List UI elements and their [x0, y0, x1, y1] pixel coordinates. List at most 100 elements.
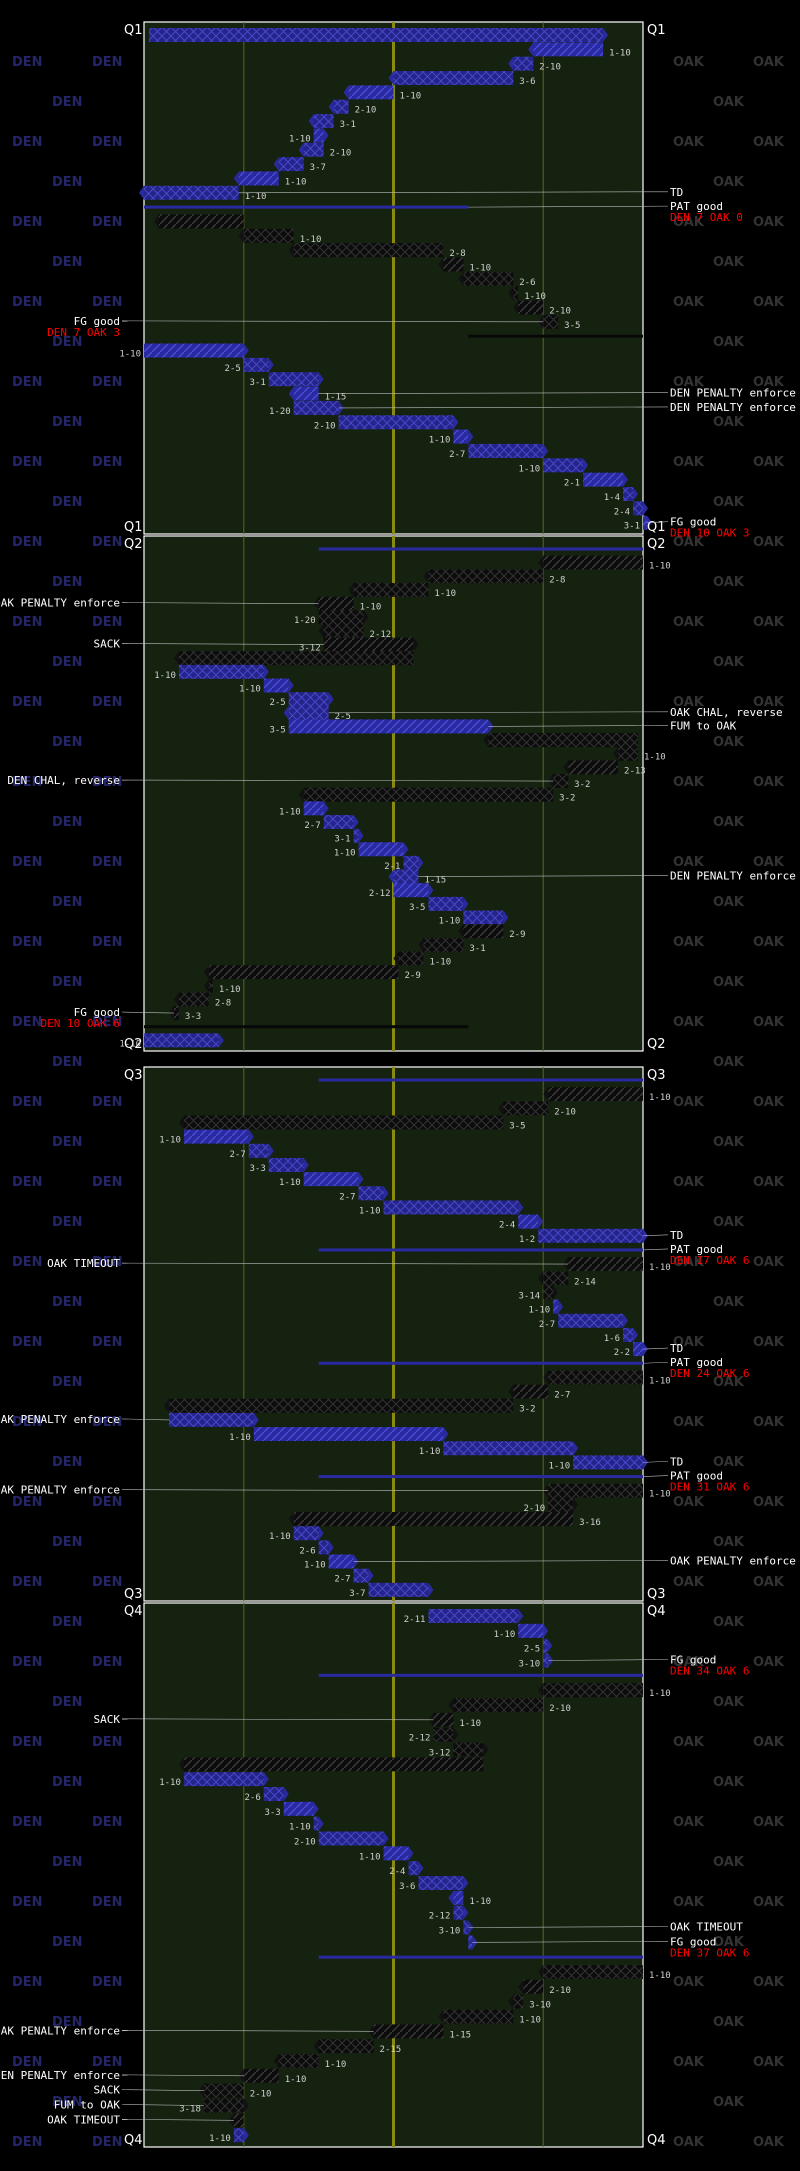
team-watermark: OAK	[713, 415, 745, 430]
play-bar	[428, 896, 464, 911]
team-watermark: DEN	[12, 1815, 43, 1830]
play-bar	[518, 1623, 544, 1638]
play-bar	[553, 774, 569, 789]
team-watermark: OAK	[713, 1215, 745, 1230]
play-bar	[303, 142, 324, 157]
event-leader-line	[353, 1560, 669, 1562]
team-watermark: DEN	[92, 215, 123, 230]
play-bar	[178, 664, 264, 679]
team-watermark: OAK	[673, 455, 705, 470]
down-distance-label: 2-7	[539, 1320, 555, 1330]
down-distance-label: 2-10	[549, 307, 571, 317]
event-leader-line	[121, 1011, 174, 1014]
field-background-layer: DEN DEN OAK OAK DEN OAK DEN DEN OAK OAK DEN OAK DEN D…	[12, 21, 785, 2150]
down-distance-label: 1-10	[649, 562, 671, 572]
event-leader-line	[488, 725, 669, 727]
team-watermark: DEN	[12, 1975, 43, 1990]
play-bar	[548, 1087, 643, 1102]
event-label: TD	[670, 186, 683, 199]
team-watermark: DEN	[52, 575, 83, 590]
play-arrow	[543, 443, 549, 458]
play-arrow	[543, 1370, 549, 1385]
down-distance-label: 1-10	[304, 1561, 326, 1571]
play-bar	[313, 128, 324, 143]
play-bar	[513, 56, 534, 71]
play-arrow	[203, 965, 209, 980]
down-distance-label: 1-10	[159, 1136, 181, 1146]
event-label: PAT good	[670, 200, 723, 213]
down-distance-label: 2-8	[549, 575, 565, 585]
team-watermark: DEN	[12, 775, 43, 790]
plays-layer	[139, 28, 652, 2143]
team-watermark: DEN	[92, 455, 123, 470]
down-distance-label: 3-3	[185, 1012, 201, 1022]
play-arrow	[328, 692, 334, 707]
play-arrow	[623, 1313, 629, 1328]
team-watermark: OAK	[753, 1815, 785, 1830]
play-bar	[203, 2098, 244, 2113]
play-arrow	[298, 142, 304, 157]
event-leader-line	[121, 2074, 244, 2077]
event-label: OAK CHAL, reverse	[670, 706, 783, 719]
team-watermark: OAK	[713, 1455, 745, 1470]
event-label: DEN PENALTY enforce	[670, 387, 796, 400]
play-bar	[543, 555, 643, 570]
down-distance-label: 1-10	[159, 1778, 181, 1788]
quarter-label: Q2	[124, 1037, 143, 1052]
event-leader-line	[472, 1941, 669, 1943]
play-arrow	[418, 1861, 424, 1876]
play-arrow	[283, 705, 289, 720]
play-bar	[263, 678, 289, 693]
play-bar	[318, 596, 354, 611]
down-distance-label: 2-6	[244, 1793, 260, 1803]
team-watermark: OAK	[713, 255, 745, 270]
event-label: SACK	[94, 638, 121, 651]
play-arrow	[218, 1033, 224, 1048]
down-distance-label: 1-10	[119, 1039, 141, 1049]
play-bar	[548, 1370, 643, 1385]
team-watermark: DEN	[52, 175, 83, 190]
team-watermark: DEN	[92, 1655, 123, 1670]
play-bar	[548, 1483, 643, 1498]
event-label: TD	[670, 1455, 683, 1468]
down-distance-label: 3-7	[310, 163, 326, 173]
down-distance-label: 1-10	[209, 2134, 231, 2144]
play-arrow	[503, 910, 509, 925]
team-watermark: OAK	[713, 975, 745, 990]
play-bar	[173, 1006, 179, 1021]
down-distance-label: 2-10	[355, 106, 377, 116]
event-leader-line	[121, 320, 544, 323]
team-watermark: OAK	[673, 375, 705, 390]
play-bar	[643, 515, 647, 530]
play-bar	[353, 1568, 369, 1583]
down-distance-label: 3-1	[340, 120, 356, 130]
play-arrow	[483, 1742, 489, 1757]
play-bar	[183, 1772, 264, 1787]
play-arrow	[388, 869, 394, 884]
play-bar	[453, 1890, 464, 1905]
event-leader-line	[238, 191, 669, 194]
team-watermark: DEN	[52, 1615, 83, 1630]
team-watermark: OAK	[753, 375, 785, 390]
play-arrow	[178, 1115, 184, 1130]
team-watermark: DEN	[52, 255, 83, 270]
play-bar	[233, 2113, 244, 2128]
event-leader-line	[548, 1659, 669, 1661]
down-distance-label: 2-12	[370, 630, 392, 640]
play-arrow	[273, 2054, 279, 2068]
play-bar	[633, 1342, 643, 1357]
team-watermark: OAK	[713, 1535, 745, 1550]
down-distance-label: 1-10	[649, 1263, 671, 1273]
down-distance-label: 3-2	[559, 794, 575, 804]
event-label: DEN PENALTY enforce	[0, 2069, 120, 2082]
play-bar	[453, 1905, 464, 1920]
down-distance-label: 1-10	[649, 1093, 671, 1103]
team-watermark: DEN	[12, 55, 43, 70]
team-watermark: DEN	[12, 1175, 43, 1190]
play-arrow	[468, 429, 474, 444]
play-arrow	[573, 1441, 579, 1456]
play-arrow	[558, 1299, 564, 1314]
down-distance-label: 3-14	[519, 1291, 541, 1301]
event-label: FG good	[670, 516, 716, 529]
down-distance-label: 3-2	[574, 780, 590, 790]
